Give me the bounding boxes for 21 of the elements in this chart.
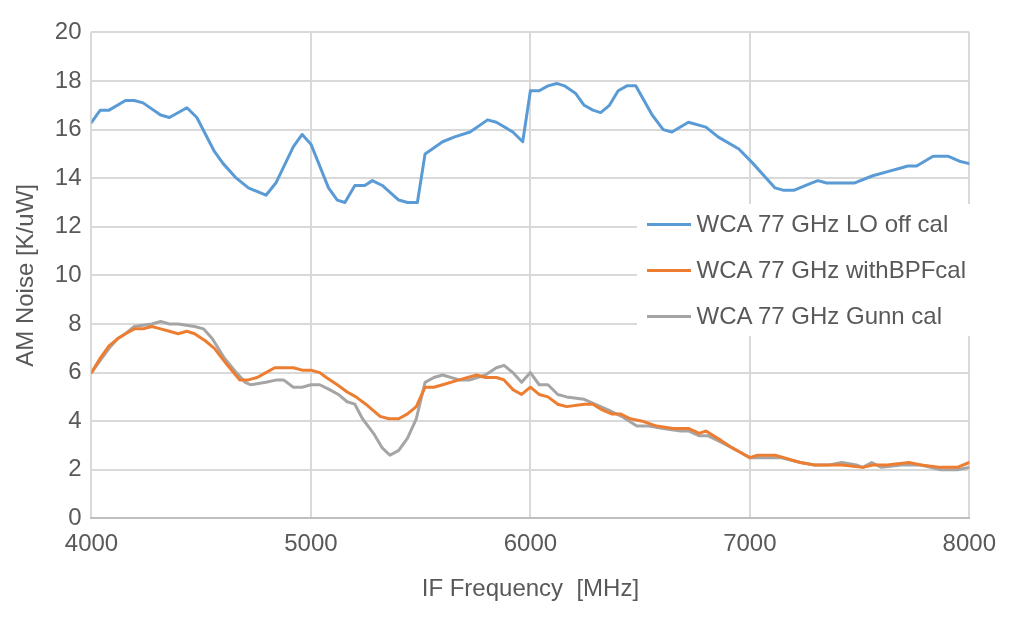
y-tick-label: 12 bbox=[54, 211, 82, 239]
y-tick-label: 2 bbox=[68, 454, 82, 482]
x-tick-label: 8000 bbox=[942, 529, 996, 557]
y-axis-title: AM Noise [K/uW] bbox=[11, 184, 39, 367]
y-tick-label: 6 bbox=[68, 357, 82, 385]
y-tick-label: 10 bbox=[54, 260, 82, 288]
y-tick-label: 0 bbox=[68, 503, 82, 531]
x-tick-label: 6000 bbox=[503, 529, 558, 557]
y-tick-label: 8 bbox=[68, 308, 82, 336]
y-tick-label: 14 bbox=[54, 162, 82, 190]
x-tick-label: 7000 bbox=[723, 529, 777, 557]
x-tick-label: 4000 bbox=[64, 529, 119, 557]
y-tick-label: 4 bbox=[68, 405, 82, 433]
y-tick-label: 20 bbox=[54, 17, 82, 45]
legend-label: WCA 77 GHz LO off cal bbox=[696, 210, 949, 238]
x-axis-title: IF Frequency [MHz] bbox=[421, 574, 640, 602]
legend-label: WCA 77 GHz withBPFcal bbox=[696, 256, 966, 284]
x-tick-label: 5000 bbox=[284, 529, 338, 557]
y-tick-label: 16 bbox=[54, 114, 82, 142]
legend-label: WCA 77 GHz Gunn cal bbox=[696, 302, 943, 330]
y-tick-label: 18 bbox=[54, 65, 82, 93]
